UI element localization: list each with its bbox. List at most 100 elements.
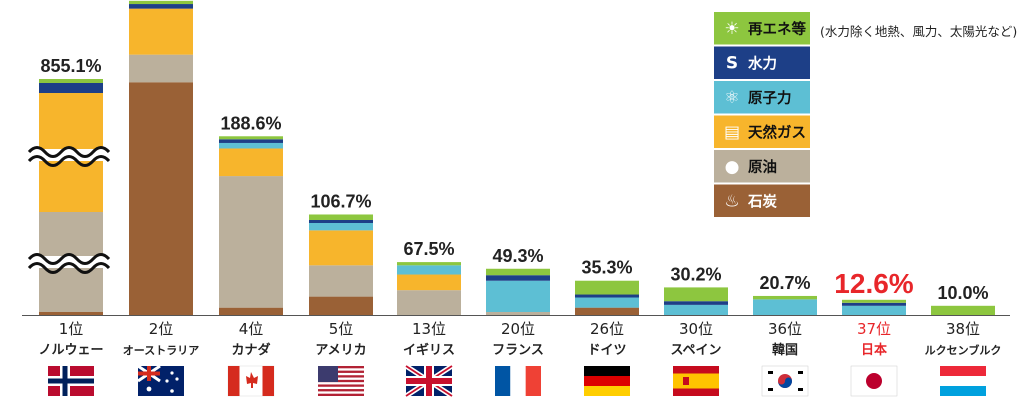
bar-segment-renew-usa: [309, 214, 373, 220]
legend-renew-icon: ☀: [724, 19, 739, 39]
bar-segment-nuclear-canada: [219, 142, 283, 149]
rank-label-korea: 36位: [768, 320, 802, 338]
bar-segment-gas-usa: [309, 230, 373, 266]
legend: ☀ 再エネ等 S 水力 ⚛ 原子力 ▤ 天然ガス ● 原油 ♨ 石炭: [714, 12, 810, 217]
rank-label-luxembourg: 38位: [946, 320, 980, 338]
flag-uk-icon: [404, 363, 454, 399]
legend-swatch-oil: [714, 150, 810, 183]
flag-japan-icon: [850, 365, 898, 397]
total-label-japan: 12.6%: [834, 268, 913, 299]
bar-segment-renew-japan: [842, 299, 906, 303]
rank-label-canada: 4位: [239, 320, 264, 338]
legend-swatch-coal: [714, 184, 810, 217]
axis-break-mark: [27, 262, 111, 274]
bar-segment-gas-uk: [397, 274, 461, 291]
country-label-canada: カナダ: [231, 342, 270, 358]
bar-segment-renew-germany: [575, 280, 639, 295]
total-label-korea: 20.7%: [759, 273, 810, 293]
rank-label-germany: 26位: [590, 320, 624, 338]
bar-segment-renew-spain: [664, 287, 728, 302]
legend-hydro-icon: S: [726, 54, 738, 74]
bar-segment-oil-usa: [309, 265, 373, 297]
bar-segment-hydro-australia: [129, 4, 193, 9]
flag-norway-icon: [48, 366, 94, 396]
bar-segment-oil-australia: [129, 54, 193, 83]
bar-segment-coal-germany: [575, 307, 639, 315]
bar-segment-coal-australia: [129, 82, 193, 316]
bar-segment-coal-canada: [219, 307, 283, 315]
country-label-usa: アメリカ: [315, 343, 366, 358]
flag-australia-icon: [137, 364, 184, 396]
bar-segment-hydro-norway: [39, 83, 103, 93]
bar-segment-oil-france: [486, 312, 550, 315]
bar-segment-renew-france: [486, 268, 550, 276]
bar-segment-hydro-japan: [842, 302, 906, 306]
axis-break-mark: [27, 253, 111, 265]
legend-swatch-nuclear: [714, 81, 810, 114]
country-label-germany: ドイツ: [587, 343, 626, 358]
rank-label-australia: 2位: [149, 320, 174, 338]
bar-segment-renew-australia: [129, 0, 193, 5]
total-label-germany: 35.3%: [581, 258, 632, 278]
legend-nuclear-icon: ⚛: [724, 88, 739, 108]
bar-segment-renew-uk: [397, 262, 461, 266]
value-labels-layer: 855.1%341.5%188.6%106.7%67.5%49.3%35.3%3…: [40, 56, 988, 303]
total-label-usa: 106.7%: [310, 191, 371, 211]
country-label-spain: スペイン: [670, 343, 721, 358]
legend-gas-icon: ▤: [724, 123, 740, 143]
flags-layer: [48, 363, 986, 399]
axis-break-mark: [27, 146, 111, 158]
bar-segment-hydro-france: [486, 275, 550, 281]
total-label-uk: 67.5%: [403, 239, 454, 259]
rank-label-usa: 5位: [329, 320, 354, 338]
flag-korea-icon: [761, 365, 809, 397]
flag-canada-icon: [227, 365, 275, 397]
axis-break-mark: [27, 155, 111, 167]
legend-label-gas: 天然ガス: [748, 124, 806, 142]
bar-segment-renew-norway: [39, 79, 103, 83]
rank-label-japan: 37位: [857, 320, 891, 338]
country-label-australia: オーストラリア: [123, 344, 199, 357]
bar-segment-oil-uk: [397, 290, 461, 315]
rank-label-france: 20位: [501, 320, 535, 338]
bar-segment-coal-norway: [39, 312, 103, 315]
country-label-norway: ノルウェー: [38, 343, 103, 358]
country-label-japan: 日本: [861, 342, 887, 358]
legend-label-coal: 石炭: [747, 193, 777, 211]
bar-segment-nuclear-japan: [842, 305, 906, 315]
country-label-uk: イギリス: [403, 342, 455, 358]
legend-swatch-hydro: [714, 46, 810, 79]
flag-usa-icon: [318, 366, 364, 396]
legend-label-hydro: 水力: [748, 55, 777, 73]
legend-coal-icon: ♨: [724, 192, 739, 212]
bars-layer: [22, 0, 1010, 316]
bar-segment-nuclear-spain: [664, 304, 728, 315]
bar-segment-renew-luxembourg: [931, 305, 995, 315]
bar-segment-gas-canada: [219, 148, 283, 177]
bar-segment-nuclear-korea: [753, 299, 817, 315]
bar-segment-hydro-spain: [664, 301, 728, 305]
bar-segment-hydro-usa: [309, 220, 373, 223]
bar-segment-nuclear-uk: [397, 265, 461, 275]
flag-luxembourg-icon: [940, 366, 986, 396]
country-label-luxembourg: ルクセンブルク: [925, 343, 1002, 357]
bar-segment-renew-canada: [219, 136, 283, 140]
rank-label-spain: 30位: [679, 320, 713, 338]
rank-label-norway: 1位: [59, 320, 84, 338]
bar-segment-gas-australia: [129, 8, 193, 55]
axis-break-gap: [33, 256, 109, 268]
bar-segment-oil-canada: [219, 176, 283, 308]
flag-spain-icon: [673, 366, 719, 396]
legend-swatch-gas: [714, 115, 810, 148]
bar-segment-renew-korea: [753, 295, 817, 300]
bar-segment-hydro-germany: [575, 294, 639, 298]
bar-segment-nuclear-germany: [575, 297, 639, 308]
legend-note: (水力除く地熱、風力、太陽光など): [820, 24, 1017, 39]
flag-germany-icon: [584, 366, 630, 396]
total-label-spain: 30.2%: [670, 264, 721, 284]
total-label-luxembourg: 10.0%: [937, 283, 988, 303]
bar-segment-coal-usa: [309, 296, 373, 315]
rank-label-uk: 13位: [412, 320, 446, 338]
